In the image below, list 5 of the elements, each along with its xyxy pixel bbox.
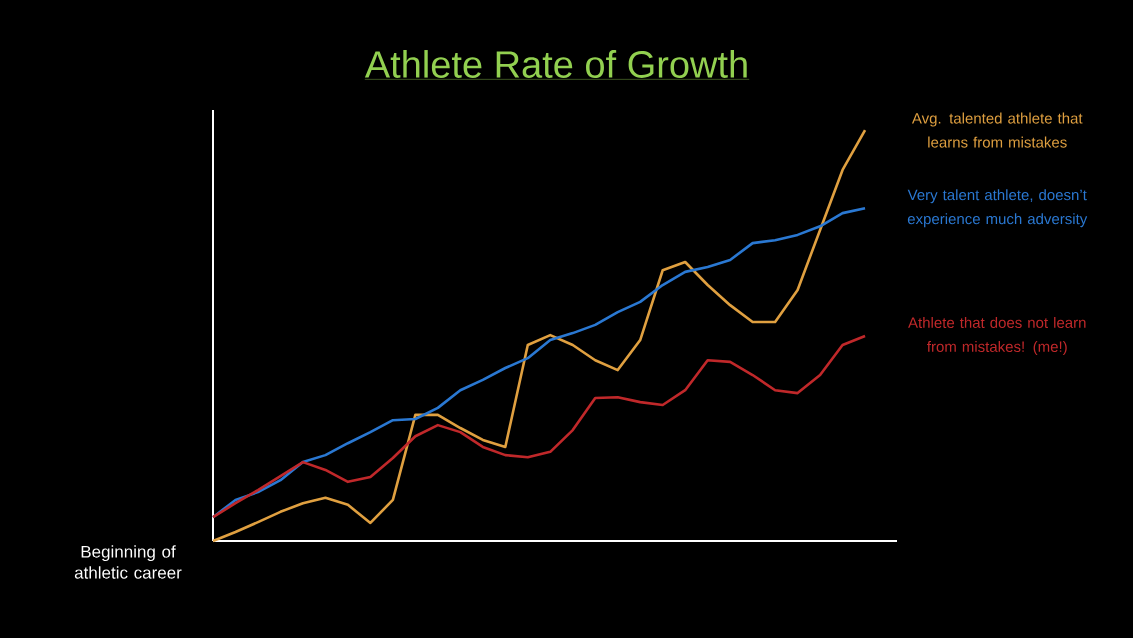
text: Avg. talented athlete that learns from mistakes <box>911 112 1083 148</box>
text: Beginning of athletic career <box>74 545 182 579</box>
text: Athlete that does not learn from mistakes! (me!) <box>908 316 1086 355</box>
chart-title: Athlete Rate of Growth <box>364 50 747 78</box>
text: Very talent athlete, doesn’t experience much adversity <box>907 189 1088 228</box>
